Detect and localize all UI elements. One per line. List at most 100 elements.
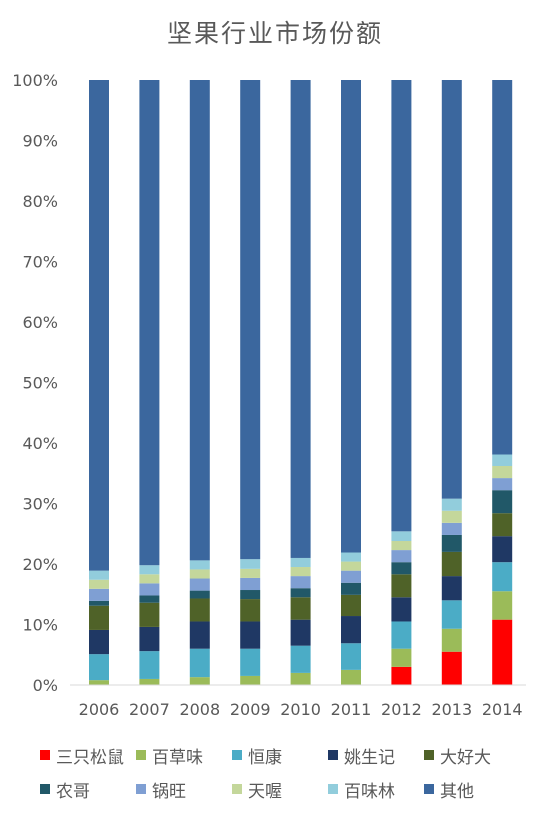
legend-item: 锅旺	[136, 777, 232, 802]
bar-segment	[290, 80, 311, 558]
bar-segment	[139, 583, 160, 596]
bar-segment	[189, 569, 210, 579]
y-tick-label: 0%	[33, 676, 58, 695]
y-tick-label: 80%	[22, 192, 58, 211]
legend-swatch	[328, 784, 338, 794]
bar-segment	[492, 490, 513, 514]
stacked-bar-chart: 0%10%20%30%40%50%60%70%80%90%100% 2006 20…	[12, 71, 526, 719]
bar-segment	[189, 560, 210, 570]
bar-segment	[441, 600, 462, 629]
legend-item: 恒康	[232, 743, 328, 768]
bar-segment	[391, 621, 412, 649]
bar-segment	[492, 80, 513, 455]
bar-segment	[89, 654, 109, 681]
legend-item: 其他	[424, 777, 520, 802]
legend-row: 农哥 锅旺 天喔 百味林 其他	[40, 772, 540, 806]
bar-segment	[492, 513, 513, 537]
bar-segment	[89, 600, 109, 606]
x-tick-label: 2011	[331, 700, 372, 719]
bar-segment	[240, 599, 261, 622]
bar-segment	[139, 651, 160, 679]
bar-segment	[89, 80, 109, 571]
bar-segment	[391, 666, 412, 685]
bar-segment	[341, 669, 361, 685]
bar-segment	[290, 672, 311, 685]
y-tick-label: 100%	[12, 71, 58, 90]
bar-segment	[139, 80, 160, 566]
legend-swatch	[328, 750, 338, 760]
bar-segment	[290, 557, 311, 568]
bar-segment	[441, 510, 462, 523]
bar-segment	[341, 643, 361, 670]
bar-segment	[391, 531, 412, 542]
chart-title: 坚果行业市场份额	[166, 19, 383, 48]
bar-segment	[189, 578, 210, 591]
legend-swatch	[424, 784, 434, 794]
legend-item: 百味林	[328, 777, 424, 802]
bar-segment	[492, 478, 513, 491]
bar-segment	[492, 465, 513, 479]
bar-stacks	[89, 80, 513, 685]
bar-segment	[240, 621, 261, 649]
bar-segment	[441, 551, 462, 577]
y-tick-label: 60%	[22, 313, 58, 332]
bar-segment	[441, 522, 462, 535]
y-tick-label: 50%	[22, 374, 58, 393]
bar-segment	[441, 498, 462, 511]
bar-segment	[139, 626, 160, 652]
bar-segment	[89, 680, 109, 685]
y-tick-label: 90%	[22, 132, 58, 151]
bar-segment	[189, 80, 210, 561]
bar-segment	[341, 594, 361, 617]
legend-label: 农哥	[56, 781, 90, 802]
bar-segment	[240, 80, 261, 560]
legend-label: 天喔	[248, 781, 282, 802]
bar-segment	[240, 590, 261, 600]
bar-segment	[240, 568, 261, 578]
bar-segment	[341, 552, 361, 562]
legend-swatch	[136, 784, 146, 794]
bar-segment	[341, 582, 361, 595]
bar-segment	[139, 574, 160, 584]
legend-label: 锅旺	[152, 781, 186, 802]
y-axis: 0% 10% 20% 30% 40% 50% 60% 70% 80% 90% 100%	[12, 71, 58, 695]
bar-segment	[89, 588, 109, 601]
bar-segment	[89, 629, 109, 655]
y-tick-label: 40%	[22, 434, 58, 453]
bar-segment	[189, 598, 210, 622]
x-tick-label: 2014	[482, 700, 523, 719]
bar-segment	[492, 619, 513, 685]
legend: 三只松鼠 百草味 恒康 姚生记 大好大 农哥 锅旺 天喔 百味林 其他	[40, 738, 540, 806]
x-axis: 2006 2007 2008 2009 2010 2011 2012 2013 2014	[70, 684, 526, 719]
legend-row: 三只松鼠 百草味 恒康 姚生记 大好大	[40, 738, 540, 772]
legend-label: 三只松鼠	[56, 747, 124, 768]
bar-segment	[139, 565, 160, 575]
legend-label: 其他	[440, 781, 474, 802]
bar-segment	[139, 602, 160, 627]
bar-segment	[89, 579, 109, 589]
bar-segment	[492, 454, 513, 466]
legend-item: 百草味	[136, 743, 232, 768]
bar-segment	[240, 577, 261, 591]
bar-segment	[492, 591, 513, 620]
y-tick-label: 20%	[22, 555, 58, 574]
bar-segment	[391, 574, 412, 598]
y-tick-label: 30%	[22, 495, 58, 514]
y-tick-label: 70%	[22, 253, 58, 272]
bar-segment	[341, 616, 361, 644]
legend-label: 百草味	[152, 747, 203, 768]
bar-segment	[290, 619, 311, 646]
legend-swatch	[232, 784, 242, 794]
bar-segment	[441, 534, 462, 552]
bar-segment	[189, 677, 210, 685]
bar-segment	[240, 675, 261, 685]
bar-segment	[391, 550, 412, 563]
legend-item: 农哥	[40, 777, 136, 802]
legend-label: 大好大	[440, 747, 491, 768]
bar-segment	[341, 80, 361, 553]
bar-segment	[492, 562, 513, 592]
bar-segment	[290, 567, 311, 577]
bar-segment	[391, 562, 412, 575]
x-tick-label: 2007	[129, 700, 170, 719]
bar-segment	[139, 678, 160, 685]
